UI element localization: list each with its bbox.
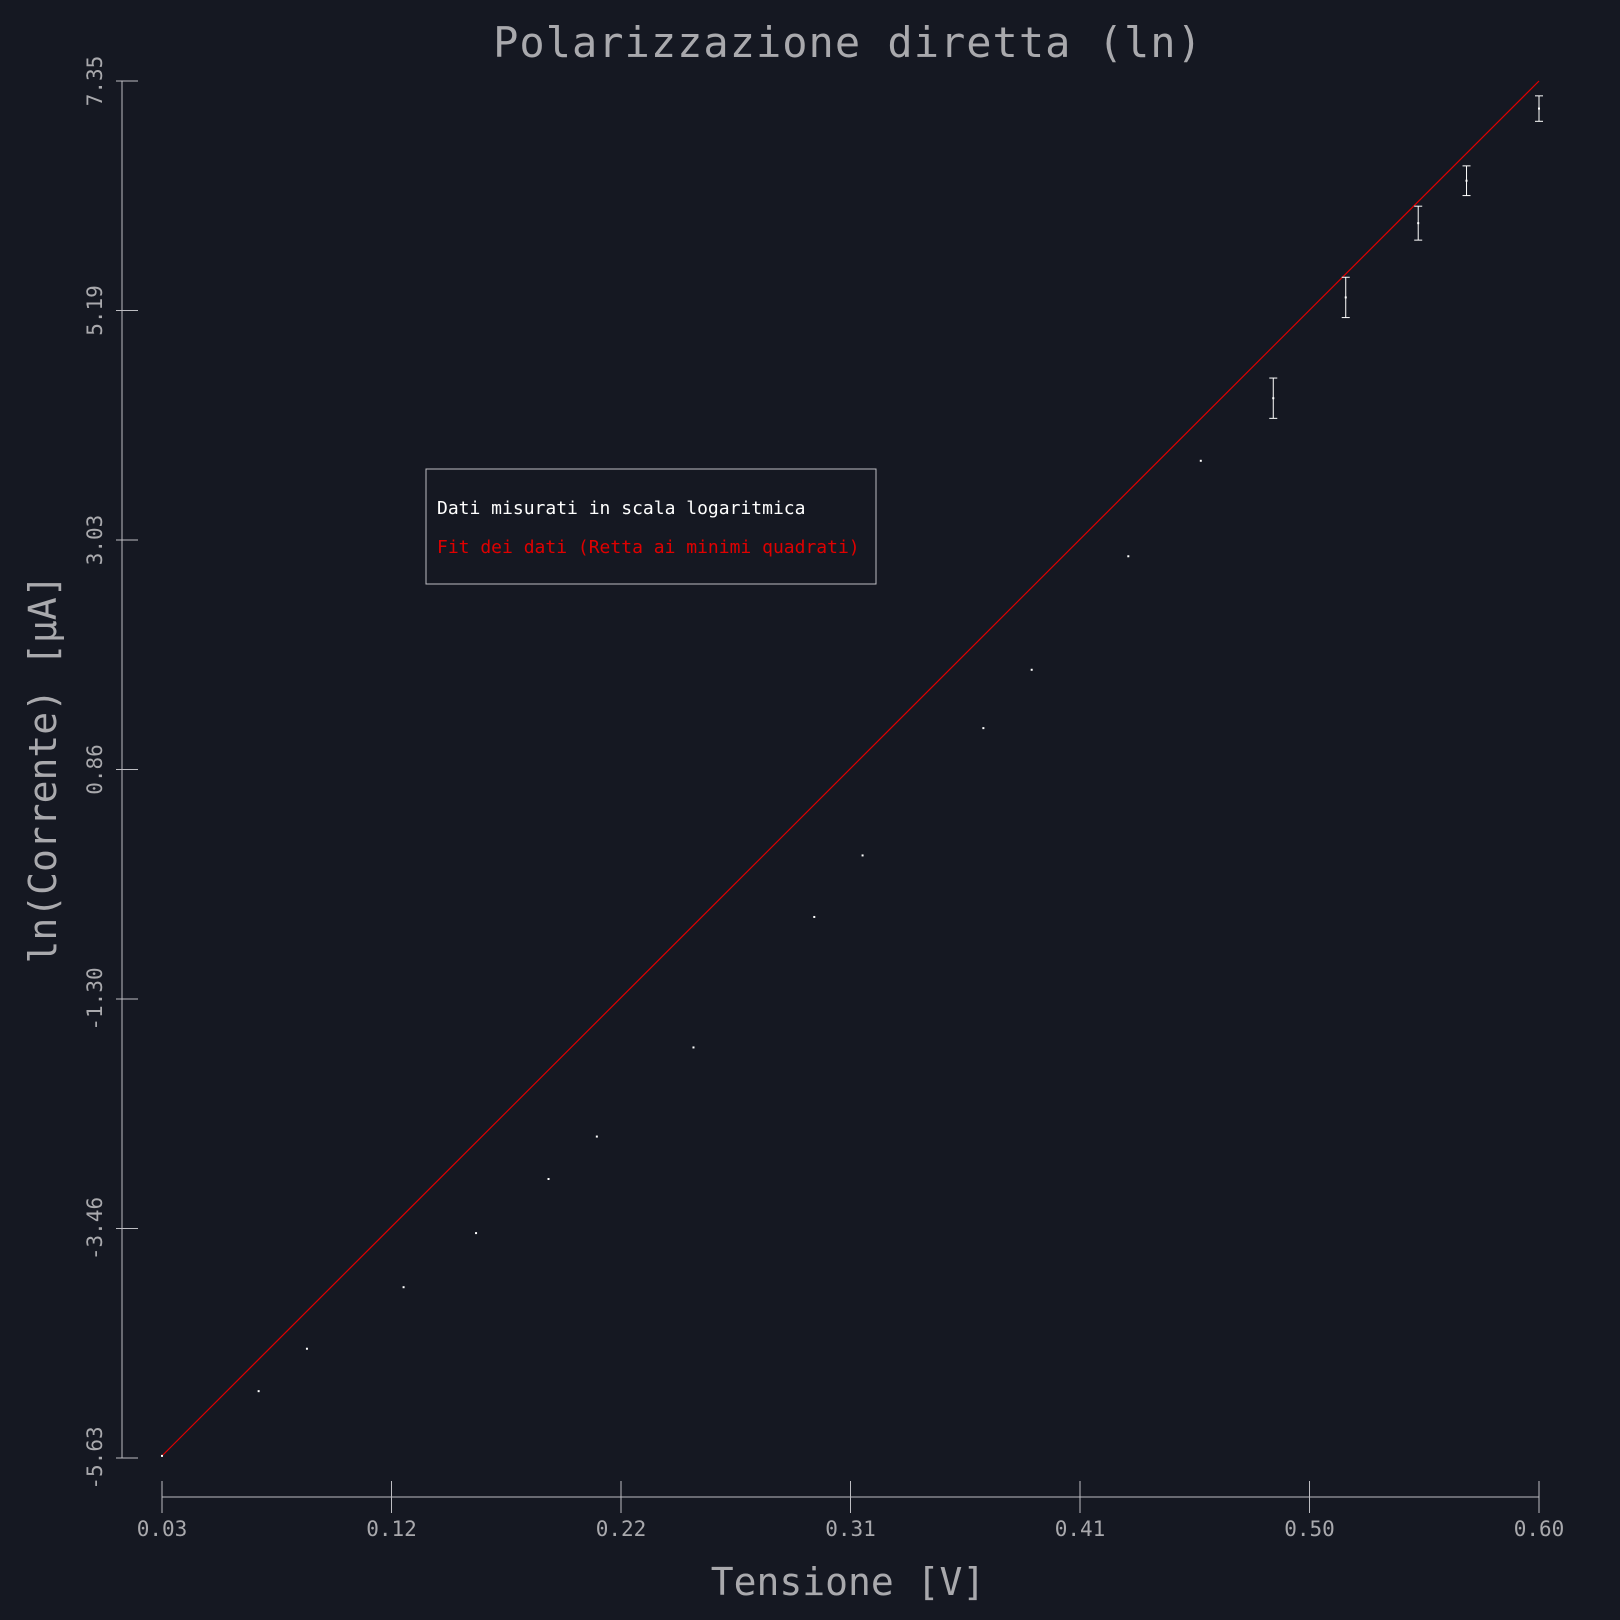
point-marker [257,1390,260,1393]
point-marker [861,854,864,857]
data-point [982,727,985,730]
data-point [1269,377,1278,419]
y-tick-label: 7.35 [83,56,107,107]
y-tick-label: -3.46 [83,1197,107,1260]
x-tick-label: 0.31 [825,1517,876,1541]
y-tick-label: -1.30 [83,967,107,1030]
point-marker [402,1286,405,1289]
data-point [547,1177,550,1180]
point-marker [547,1177,550,1180]
point-marker [982,727,985,730]
point-marker [1465,179,1468,182]
x-axis-label: Tensione [V] [711,1560,986,1604]
fit-line [161,80,1540,1457]
y-axis-label: ln(Corrente) [μA] [21,575,65,964]
chart-title: Polarizzazione diretta (ln) [493,18,1203,67]
point-marker [595,1135,598,1138]
x-tick-label: 0.03 [137,1517,188,1541]
y-tick-label: 3.03 [83,515,107,566]
data-point [402,1286,405,1289]
point-marker [1272,397,1275,400]
data-point [1535,95,1543,122]
data-point [305,1347,308,1350]
point-marker [305,1347,308,1350]
point-marker [1344,296,1347,299]
data-point [1341,276,1350,319]
data-point [1414,205,1423,241]
point-marker [813,915,816,918]
data-point [1199,459,1202,462]
fit-line-layer [161,80,1540,1457]
x-tick-label: 0.41 [1055,1517,1106,1541]
x-axis-ticks: 0.03 0.12 0.22 0.31 0.41 0.50 0.60 [137,1481,1565,1541]
x-tick-label: 0.60 [1514,1517,1565,1541]
legend: Dati misurati in scala logaritmica Fit d… [425,468,877,585]
data-point [813,915,816,918]
data-point [161,1454,163,1457]
y-tick-label: -5.63 [83,1426,107,1489]
x-tick-label: 0.50 [1284,1517,1335,1541]
x-tick-label: 0.22 [596,1517,647,1541]
data-point [595,1135,598,1138]
point-marker [1199,459,1202,462]
legend-box [425,468,877,585]
data-point [1462,165,1471,197]
legend-entry-fit: Fit dei dati (Retta ai minimi quadrati) [437,537,860,558]
data-point [257,1390,260,1393]
legend-entry-measured: Dati misurati in scala logaritmica [437,498,805,519]
point-marker [1417,222,1420,225]
data-point [861,854,864,857]
y-tick-label: 5.19 [83,285,107,336]
point-marker [1538,107,1540,110]
y-axis-ticks: -5.63 -3.46 -1.30 0.86 3.03 5.19 7.35 [83,56,138,1490]
point-marker [1030,668,1033,671]
x-tick-label: 0.12 [366,1517,417,1541]
point-marker [475,1232,478,1235]
data-point [692,1046,695,1049]
data-point [1030,668,1033,671]
data-point [1127,555,1130,558]
point-marker [161,1454,163,1457]
point-marker [692,1046,695,1049]
point-marker [1127,555,1130,558]
y-tick-label: 0.86 [83,744,107,795]
data-point [475,1232,478,1235]
data-points-layer [161,95,1543,1457]
